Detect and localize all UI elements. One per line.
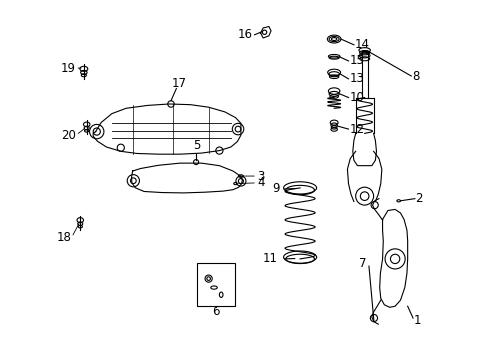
Polygon shape [93,104,241,154]
Text: 18: 18 [57,231,72,244]
Polygon shape [379,210,407,307]
Text: 19: 19 [60,62,75,75]
Text: 16: 16 [238,28,253,41]
Text: 1: 1 [413,314,421,327]
Polygon shape [131,163,242,193]
Text: 17: 17 [171,77,186,90]
Text: 3: 3 [257,170,264,183]
Text: 7: 7 [359,257,366,270]
Bar [197,263,234,306]
Text: 11: 11 [263,252,277,265]
Text: 14: 14 [354,38,369,51]
Text: 9: 9 [272,183,279,195]
Text: 12: 12 [349,122,364,136]
Text: 4: 4 [257,176,264,189]
Text: 20: 20 [61,129,76,142]
Text: 8: 8 [411,69,419,82]
Text: 2: 2 [415,192,422,205]
Text: 13: 13 [349,72,364,85]
Text: 6: 6 [212,306,219,319]
Text: 10: 10 [349,91,364,104]
Text: 5: 5 [193,139,201,152]
Text: 15: 15 [349,54,364,67]
